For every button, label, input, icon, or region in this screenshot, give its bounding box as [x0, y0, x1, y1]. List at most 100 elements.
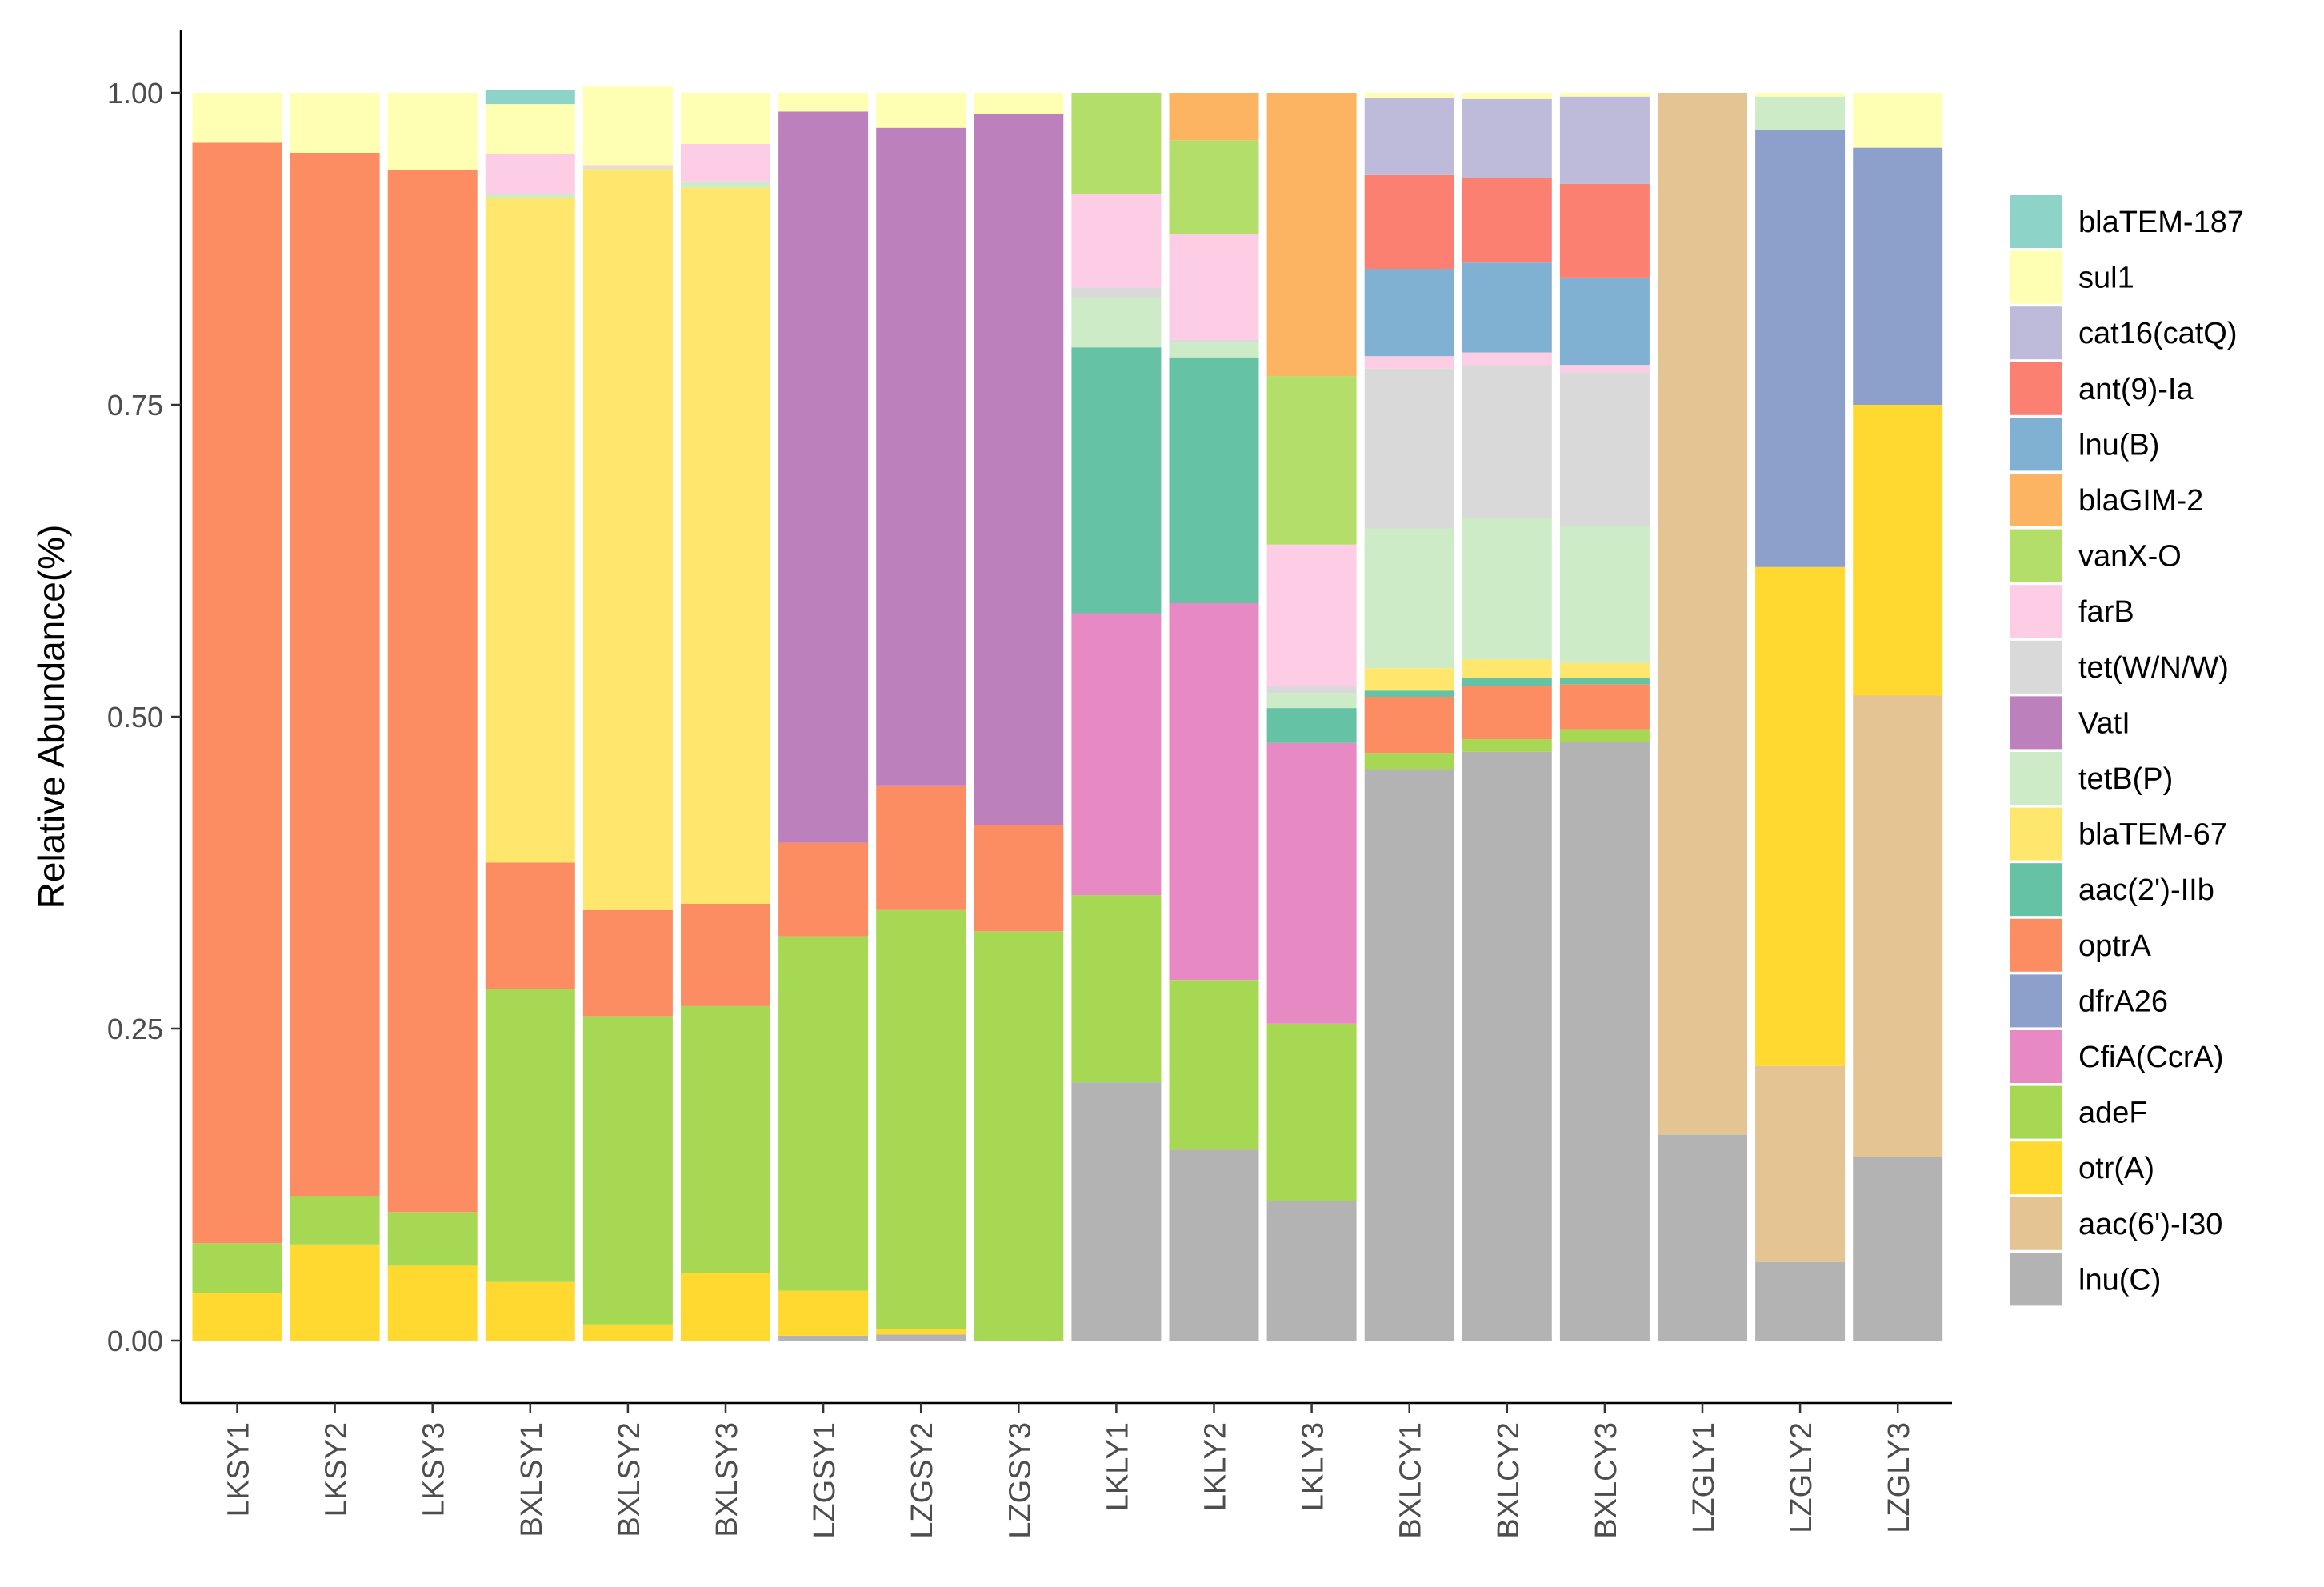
bar-segment-LKLY3-13: [1266, 376, 1357, 545]
bar-segment-BXLCY1-8: [1364, 668, 1454, 691]
legend-swatch-8: [2010, 640, 2062, 694]
bar-segment-BXLSY2-8: [582, 169, 673, 910]
bar-segment-BXLCY1-17: [1364, 98, 1454, 175]
bar-segment-BXLSY1-12: [485, 154, 575, 194]
legend-swatch-19: [2010, 1253, 2062, 1306]
bar-segment-LZGLY1-0: [1658, 1134, 1747, 1341]
legend-label: tet(W/N/W): [2078, 651, 2229, 685]
bar-segment-LKLY2-11: [1169, 339, 1259, 342]
bar-segment-BXLCY2-17: [1462, 98, 1552, 178]
bar-segment-LZGLY1-1: [1658, 93, 1747, 1135]
legend-label: adeF: [2078, 1097, 2148, 1130]
legend-label: blaTEM-187: [2078, 206, 2244, 239]
bar-segment-LKLY2-12: [1169, 234, 1259, 340]
y-tick-label: 0.00: [107, 1325, 163, 1357]
bar-segment-LKLY1-0: [1071, 1082, 1162, 1341]
y-tick-label: 0.50: [107, 701, 163, 734]
bar-segment-BXLCY1-0: [1364, 769, 1454, 1341]
bar-segment-LKLY2-0: [1169, 1149, 1259, 1341]
bar-segment-BXLCY2-3: [1462, 739, 1552, 752]
bar-segment-LKLY3-3: [1266, 1023, 1357, 1201]
bar-segment-BXLCY3-3: [1559, 729, 1650, 742]
bar-segment-LZGSY1-18: [778, 93, 869, 112]
legend-label: tetB(P): [2078, 762, 2173, 796]
bar-segment-LKLY3-7: [1266, 708, 1357, 743]
bar-segment-LKSY3-2: [387, 1265, 478, 1341]
bar-segment-BXLCY1-3: [1364, 753, 1454, 770]
bar-segment-LKLY1-4: [1071, 613, 1162, 896]
legend-label: otr(A): [2078, 1152, 2154, 1185]
x-tick-label: LKSY2: [320, 1422, 354, 1517]
legend-swatch-11: [2010, 807, 2062, 861]
bar-segment-BXLCY1-6: [1364, 697, 1454, 754]
bar-segment-LZGSY3-6: [974, 825, 1064, 932]
bar-segment-LKLY1-12: [1071, 194, 1162, 288]
bar-segment-LKSY1-2: [192, 1293, 282, 1341]
legend-label: blaTEM-67: [2078, 818, 2227, 852]
bar-segment-LKLY2-13: [1169, 140, 1259, 234]
bar-segment-BXLCY2-15: [1462, 262, 1552, 353]
bar-segment-LKLY3-14: [1266, 93, 1357, 377]
bar-segment-BXLCY3-16: [1559, 183, 1650, 278]
bar-segment-LZGLY2-1: [1755, 1065, 1846, 1262]
bar-segment-LZGSY2-2: [876, 1329, 966, 1335]
x-tick-label: LKSY1: [222, 1422, 256, 1517]
legend-label: cat16(catQ): [2078, 317, 2238, 350]
bar-segment-BXLCY1-12: [1364, 356, 1454, 369]
legend-swatch-3: [2010, 362, 2062, 415]
bar-segment-BXLCY3-6: [1559, 684, 1650, 730]
bar-segment-LZGSY1-0: [778, 1335, 869, 1341]
bar-segment-LKSY3-18: [387, 93, 478, 170]
bar-segment-BXLSY3-2: [681, 1273, 770, 1341]
x-tick-label: LZGLY3: [1882, 1422, 1916, 1533]
bar-segment-BXLCY1-11: [1364, 368, 1454, 529]
bar-segment-LKLY3-11: [1266, 686, 1357, 694]
bar-segment-LZGSY2-0: [876, 1334, 966, 1341]
bar-segment-LZGSY1-3: [778, 936, 869, 1291]
bar-segment-LKLY2-7: [1169, 357, 1259, 603]
bar-segment-LKSY2-18: [290, 93, 380, 153]
bar-segment-BXLSY2-9: [582, 167, 673, 170]
bar-segment-LZGLY2-2: [1755, 566, 1846, 1066]
x-tick-label: LZGSY1: [808, 1422, 842, 1539]
bar-segment-BXLSY3-6: [681, 904, 770, 1006]
bar-segment-LZGSY2-6: [876, 785, 966, 910]
legend-label: lnu(B): [2078, 428, 2159, 462]
legend-swatch-14: [2010, 974, 2062, 1028]
bar-segment-LKLY3-0: [1266, 1201, 1357, 1341]
bar-segment-LZGLY2-5: [1755, 130, 1846, 567]
x-tick-label: LKLY2: [1199, 1422, 1233, 1511]
bar-segment-BXLCY1-18: [1364, 93, 1454, 98]
bar-segment-LKLY2-9: [1169, 342, 1259, 358]
y-tick-label: 0.75: [107, 389, 163, 422]
bar-segment-BXLSY2-3: [582, 1016, 673, 1325]
legend-swatch-15: [2010, 1030, 2062, 1083]
legend-swatch-1: [2010, 250, 2062, 304]
axes-layer: 0.00 0.25 0.50 0.75 1.00 Relative Abundance(%…: [30, 30, 1952, 1539]
bar-segment-BXLCY2-18: [1462, 93, 1552, 99]
legend-swatch-2: [2010, 306, 2062, 360]
bar-segment-LKSY3-6: [387, 170, 478, 1213]
bar-segment-LZGLY3-2: [1853, 405, 1943, 696]
legend-label: ant(9)-Ia: [2078, 373, 2194, 406]
x-tick-label: BXLSY2: [613, 1422, 646, 1537]
bar-segment-LKLY1-9: [1071, 297, 1162, 348]
x-tick-label: LKLY1: [1101, 1422, 1134, 1511]
legend-label: aac(6')-I30: [2078, 1208, 2222, 1241]
bar-segment-LKLY2-3: [1169, 980, 1259, 1150]
bar-segment-BXLSY1-18: [485, 104, 575, 154]
x-tick-label: BXLSY1: [515, 1422, 549, 1537]
bar-segment-BXLCY1-16: [1364, 175, 1454, 269]
legend-swatch-10: [2010, 752, 2062, 805]
x-tick-label: LKSY3: [418, 1422, 451, 1517]
bar-segment-BXLCY2-9: [1462, 518, 1552, 660]
bar-segment-BXLCY1-15: [1364, 269, 1454, 357]
legend-swatch-13: [2010, 918, 2062, 972]
x-tick-label: BXLCY3: [1590, 1422, 1623, 1539]
bar-segment-BXLCY2-11: [1462, 365, 1552, 518]
x-tick-label: LZGSY3: [1003, 1422, 1037, 1539]
legend-swatch-9: [2010, 696, 2062, 750]
bar-segment-BXLCY3-7: [1559, 678, 1650, 685]
